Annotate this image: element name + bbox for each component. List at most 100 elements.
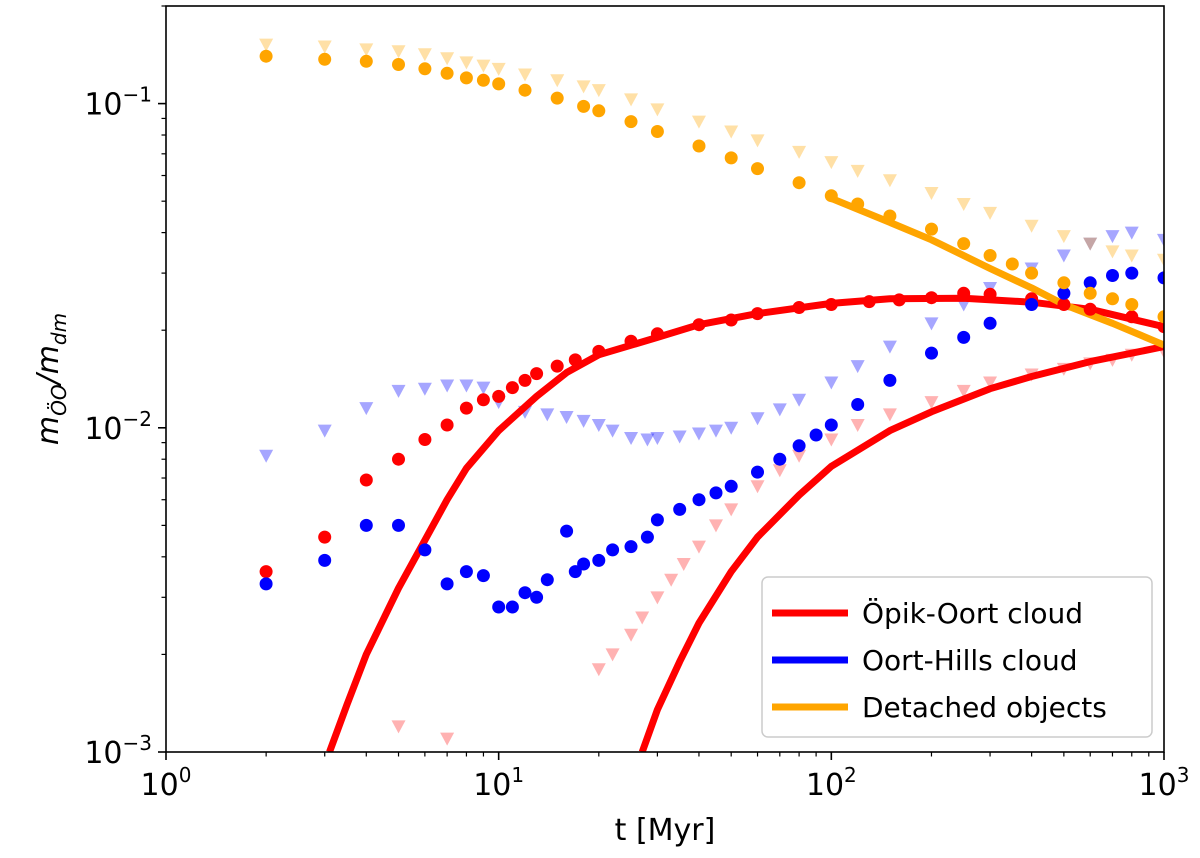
oort-hills-cloud-triangles-point bbox=[672, 430, 687, 444]
detached-objects-triangles-point bbox=[550, 74, 565, 88]
oort-hills-cloud-circles-point bbox=[824, 418, 838, 432]
opik-oort-cloud-circles-point bbox=[418, 433, 432, 446]
y-tick-label: 10−3 bbox=[84, 731, 152, 771]
series-layer bbox=[259, 38, 1164, 752]
opik-oort-cloud-triangles-point bbox=[676, 558, 691, 572]
oort-hills-cloud-circles-point bbox=[359, 518, 373, 532]
oort-hills-cloud-circles-point bbox=[957, 330, 971, 344]
oort-hills-cloud-triangles-point bbox=[605, 424, 620, 438]
opik-oort-cloud-triangles-point bbox=[708, 519, 723, 533]
detached-objects-circles-point bbox=[492, 77, 506, 91]
oort-hills-cloud-triangles-point bbox=[1083, 237, 1098, 251]
oort-hills-cloud-triangles-point bbox=[624, 432, 639, 446]
detached-objects-circles-point bbox=[1005, 257, 1019, 271]
oort-hills-cloud-circles-point bbox=[640, 530, 654, 544]
oort-hills-cloud-triangles-point bbox=[576, 414, 591, 428]
opik-oort-cloud-circles-point bbox=[1057, 298, 1071, 311]
oort-hills-cloud-circles-point bbox=[418, 543, 432, 557]
oort-hills-cloud-triangles-point bbox=[391, 384, 406, 398]
detached-objects-circles-point bbox=[824, 189, 838, 203]
oort-hills-cloud-circles-point bbox=[709, 486, 723, 500]
oort-hills-cloud-circles-point bbox=[1125, 266, 1139, 280]
legend-box bbox=[761, 576, 1153, 738]
detached-objects-circles-point bbox=[392, 58, 405, 71]
detached-objects-triangles-point bbox=[417, 48, 432, 62]
opik-oort-cloud-triangles-point bbox=[440, 732, 455, 746]
oort-hills-cloud-triangles-point bbox=[1124, 226, 1139, 240]
detached-objects-circles-point bbox=[318, 52, 332, 66]
oort-hills-cloud-circles-point bbox=[530, 590, 544, 604]
detached-objects-triangles-point bbox=[824, 156, 839, 170]
oort-hills-cloud-triangles-point bbox=[317, 424, 332, 438]
detached-objects-circles-point bbox=[577, 99, 591, 113]
oort-hills-cloud-triangles-point bbox=[924, 317, 939, 331]
oort-hills-cloud-circles-point bbox=[606, 543, 620, 557]
opik-oort-cloud-circles-point bbox=[925, 291, 938, 305]
detached-objects-triangles-point bbox=[1083, 237, 1098, 251]
opik-oort-cloud-triangles-point bbox=[983, 376, 998, 390]
detached-objects-triangles-point bbox=[1024, 219, 1039, 233]
oort-hills-cloud-circles-point bbox=[1057, 286, 1071, 300]
detached-objects-circles-point bbox=[518, 83, 532, 97]
oort-hills-cloud-circles-point bbox=[1083, 276, 1097, 290]
detached-objects-circles-point bbox=[983, 249, 997, 262]
oort-hills-cloud-triangles-point bbox=[259, 449, 274, 463]
opik-oort-cloud-circles-point bbox=[892, 293, 906, 307]
opik-oort-cloud-circles-point bbox=[957, 286, 971, 300]
opik-oort-cloud-late-fit-series bbox=[638, 343, 1164, 752]
opik-oort-cloud-circles-point bbox=[259, 565, 273, 579]
detached-objects-triangles-point bbox=[750, 134, 765, 148]
detached-objects-circles-point bbox=[957, 237, 971, 251]
opik-oort-cloud-circles-point bbox=[359, 473, 373, 487]
oort-hills-cloud-triangles-point bbox=[476, 381, 491, 395]
plot-frame bbox=[165, 5, 1165, 753]
opik-oort-cloud-triangles-point bbox=[792, 449, 807, 463]
opik-oort-cloud-circles-point bbox=[1125, 310, 1139, 324]
oort-hills-cloud-triangles-point bbox=[591, 419, 606, 433]
oort-hills-cloud-circles-point bbox=[624, 540, 638, 554]
oort-hills-cloud-circles-point bbox=[259, 577, 273, 591]
detached-objects-triangles-point bbox=[850, 164, 865, 178]
detached-objects-triangles-point bbox=[924, 186, 939, 200]
opik-oort-cloud-circles-point bbox=[592, 344, 606, 358]
detached-objects-circles-point bbox=[359, 54, 373, 68]
detached-objects-triangles-point bbox=[518, 68, 533, 82]
oort-hills-cloud-circles-point bbox=[792, 439, 806, 453]
opik-oort-cloud-triangles-point bbox=[624, 628, 639, 642]
legend-label: Öpik-Oort cloud bbox=[862, 596, 1083, 630]
detached-objects-circles-point bbox=[1083, 286, 1097, 300]
opik-oort-cloud-triangles-point bbox=[635, 611, 650, 625]
opik-oort-cloud-triangles-point bbox=[824, 433, 839, 447]
oort-hills-cloud-triangles-point bbox=[559, 410, 574, 424]
opik-oort-cloud-triangles-point bbox=[391, 720, 406, 734]
detached-objects-triangles-point bbox=[391, 45, 406, 59]
opik-oort-cloud-triangles-point bbox=[664, 573, 679, 587]
detached-objects-circles-point bbox=[851, 197, 865, 211]
y-axis-label: mÖO/mdm bbox=[31, 313, 71, 445]
opik-oort-cloud-circles-point bbox=[568, 353, 582, 367]
oort-hills-cloud-triangles-point bbox=[882, 340, 897, 354]
oort-hills-cloud-triangles-point bbox=[359, 402, 374, 416]
oort-hills-cloud-circles-point bbox=[851, 398, 865, 411]
opik-oort-cloud-triangles-point bbox=[772, 464, 787, 478]
tick-layer: 100 101 102 103 10−3 10−2 10−1 bbox=[84, 5, 1189, 803]
opik-oort-cloud-triangles-point bbox=[882, 408, 897, 422]
detached-objects-triangles-point bbox=[476, 59, 491, 73]
detached-objects-circles-point bbox=[418, 62, 432, 76]
oort-hills-cloud-circles-point bbox=[318, 553, 332, 567]
detached-objects-circles-point bbox=[724, 151, 738, 165]
opik-oort-cloud-triangles-point bbox=[691, 540, 706, 554]
oort-hills-cloud-circles-point bbox=[560, 524, 574, 538]
detached-objects-fit-line bbox=[829, 195, 1164, 349]
opik-oort-cloud-triangles-point bbox=[750, 480, 765, 494]
opik-oort-cloud-triangles-point bbox=[924, 396, 939, 410]
opik-oort-cloud-circles-point bbox=[751, 307, 764, 321]
oort-hills-cloud-circles-point bbox=[724, 479, 738, 493]
detached-objects-triangles-point bbox=[440, 52, 455, 66]
oort-hills-cloud-circles-point bbox=[673, 502, 687, 516]
x-tick-label: 102 bbox=[806, 763, 857, 803]
oort-hills-cloud-triangles-point bbox=[440, 379, 455, 393]
opik-oort-cloud-triangles-point bbox=[650, 591, 665, 605]
opik-oort-cloud-circles-point bbox=[624, 334, 638, 348]
